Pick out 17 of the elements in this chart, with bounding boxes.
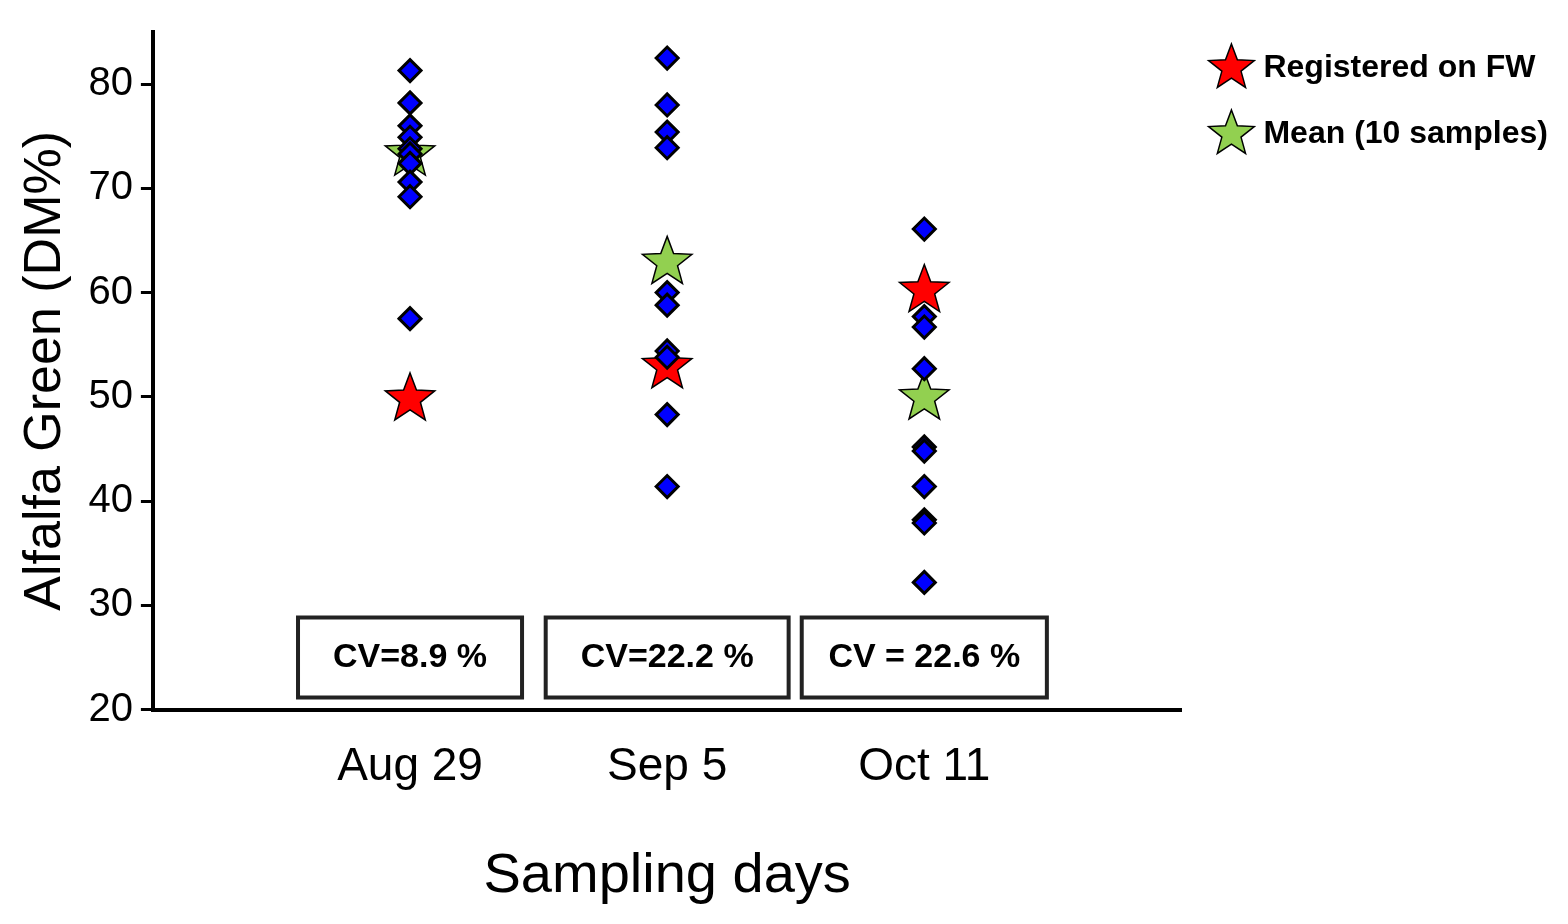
annotation: CV = 22.6 % bbox=[828, 635, 1021, 674]
legend-label: Registered on FW bbox=[1263, 47, 1537, 84]
y-axis-title: Alfalfa Green (DM%) bbox=[12, 130, 71, 611]
x-axis-title: Sampling days bbox=[483, 840, 851, 904]
legend-label: Mean (10 samples) bbox=[1263, 113, 1548, 150]
y-tick-label: 40 bbox=[88, 476, 133, 521]
annotation: CV=22.2 % bbox=[580, 635, 754, 674]
y-tick-label: 70 bbox=[88, 163, 133, 208]
y-tick-label: 50 bbox=[88, 371, 133, 416]
x-tick-label: Aug 29 bbox=[337, 737, 483, 790]
x-tick-label: Sep 5 bbox=[607, 737, 728, 790]
annotation: CV=8.9 % bbox=[333, 635, 488, 674]
y-tick-label: 20 bbox=[88, 684, 133, 729]
y-tick-label: 80 bbox=[88, 59, 133, 104]
y-tick-label: 30 bbox=[88, 580, 133, 625]
x-tick-label: Oct 11 bbox=[858, 737, 991, 790]
y-tick-label: 60 bbox=[88, 267, 133, 312]
